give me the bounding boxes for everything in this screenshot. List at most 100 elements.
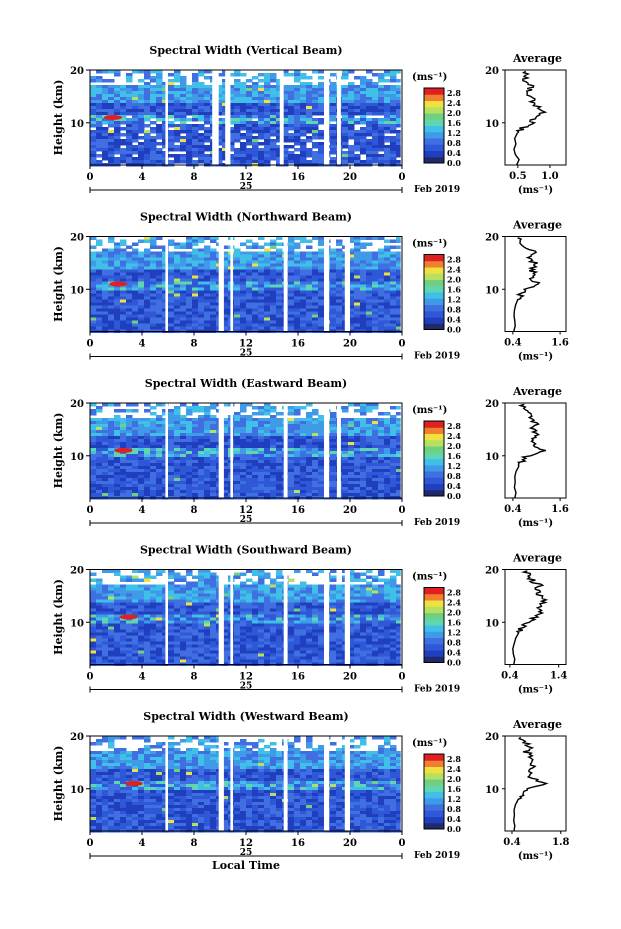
heatmap-cell — [270, 469, 277, 473]
heatmap-cell — [126, 124, 133, 128]
heatmap-cell — [198, 466, 205, 470]
heatmap-cell — [288, 73, 295, 77]
heatmap-cell — [156, 97, 163, 101]
heatmap-cell — [114, 463, 121, 467]
heatmap-cell — [264, 412, 271, 416]
heatmap-cell — [282, 154, 289, 158]
heatmap-cell — [252, 326, 259, 330]
heatmap-cell — [144, 433, 151, 437]
heatmap-cell — [300, 308, 307, 312]
heatmap-cell — [360, 97, 367, 101]
heatmap-cell — [294, 257, 301, 261]
heatmap-cell — [234, 475, 241, 479]
heatmap-cell — [96, 320, 103, 324]
heatmap-cell — [120, 478, 127, 482]
heatmap-cell — [186, 245, 193, 249]
heatmap-cell — [330, 91, 337, 95]
heatmap-cell — [390, 91, 397, 95]
heatmap-cell — [108, 278, 115, 282]
heatmap-cell — [312, 70, 319, 74]
heatmap-cell — [228, 157, 235, 161]
heatmap-cell — [102, 121, 109, 125]
heatmap-cell — [276, 257, 283, 261]
heatmap-cell — [144, 142, 151, 146]
heatmap-cell — [192, 139, 199, 143]
heatmap-cell — [348, 115, 355, 119]
heatmap-cell — [252, 109, 259, 113]
heatmap-cell — [222, 484, 229, 488]
heatmap-cell — [366, 275, 373, 279]
heatmap-cell — [360, 145, 367, 149]
heatmap-cell — [204, 290, 211, 294]
heatmap-cell — [288, 85, 295, 89]
heatmap-cell — [252, 569, 259, 573]
heatmap-cell — [144, 311, 151, 315]
heatmap-cell — [360, 260, 367, 264]
heatmap-cell — [198, 436, 205, 440]
colorbar-swatch — [424, 298, 444, 305]
heatmap-cell — [276, 421, 283, 425]
heatmap-cell — [234, 82, 241, 86]
heatmap-cell — [156, 317, 163, 321]
heatmap-cell — [360, 245, 367, 249]
heatmap-cell — [366, 314, 373, 318]
heatmap-cell — [210, 263, 217, 267]
x-tick-label: 0 — [87, 505, 94, 516]
heatmap-cell — [330, 112, 337, 116]
heatmap-cell — [114, 299, 121, 303]
heatmap-cell — [264, 418, 271, 422]
data-gap — [165, 403, 168, 498]
heatmap-cell — [156, 100, 163, 104]
heatmap-cell — [240, 136, 247, 140]
heatmap-cell — [162, 133, 169, 137]
heatmap-cell — [138, 278, 145, 282]
heatmap-cell — [372, 296, 379, 300]
heatmap-cell — [120, 103, 127, 107]
heatmap-cell — [378, 572, 385, 576]
heatmap-cell — [318, 305, 325, 309]
heatmap-cell — [306, 454, 313, 458]
heatmap-cell — [246, 308, 253, 312]
heatmap-cell — [270, 299, 277, 303]
heatmap-cell — [96, 100, 103, 104]
heatmap-cell — [144, 145, 151, 149]
heatmap-cell — [222, 317, 229, 321]
heatmap-cell — [120, 424, 127, 428]
heatmap-cell — [234, 418, 241, 422]
heatmap-cell — [246, 269, 253, 273]
heatmap-cell — [150, 463, 157, 467]
heatmap-cell — [144, 569, 151, 573]
heatmap-cell — [234, 424, 241, 428]
heatmap-cell — [264, 575, 271, 579]
heatmap-cell — [312, 287, 319, 291]
heatmap-cell — [168, 251, 175, 255]
heatmap-cell — [378, 236, 385, 240]
heatmap-cell — [240, 418, 247, 422]
heatmap-cell — [102, 484, 109, 488]
heatmap-cell — [276, 457, 283, 461]
heatmap-cell — [198, 103, 205, 107]
heatmap-cell — [174, 242, 181, 246]
heatmap-cell — [354, 457, 361, 461]
heatmap-cell — [210, 484, 217, 488]
heatmap-cell — [396, 466, 403, 470]
heatmap-cell — [102, 127, 109, 131]
heatmap-cell — [330, 82, 337, 86]
heatmap-cell — [282, 91, 289, 95]
heatmap-cell — [96, 484, 103, 488]
heatmap-cell — [168, 314, 175, 318]
colorbar-tick-label: 2.0 — [447, 441, 461, 451]
heatmap-cell — [204, 248, 211, 252]
heatmap-cell — [138, 323, 145, 327]
heatmap-cell — [132, 160, 139, 164]
heatmap-cell — [264, 439, 271, 443]
heatmap-cell — [210, 587, 217, 591]
heatmap-cell — [168, 445, 175, 449]
heatmap-cell — [294, 475, 301, 479]
heatmap-cell — [378, 584, 385, 588]
heatmap-cell — [342, 106, 349, 110]
heatmap-cell — [234, 451, 241, 455]
heatmap-cell — [180, 418, 187, 422]
heatmap-cell — [102, 103, 109, 107]
heatmap-cell — [240, 148, 247, 152]
